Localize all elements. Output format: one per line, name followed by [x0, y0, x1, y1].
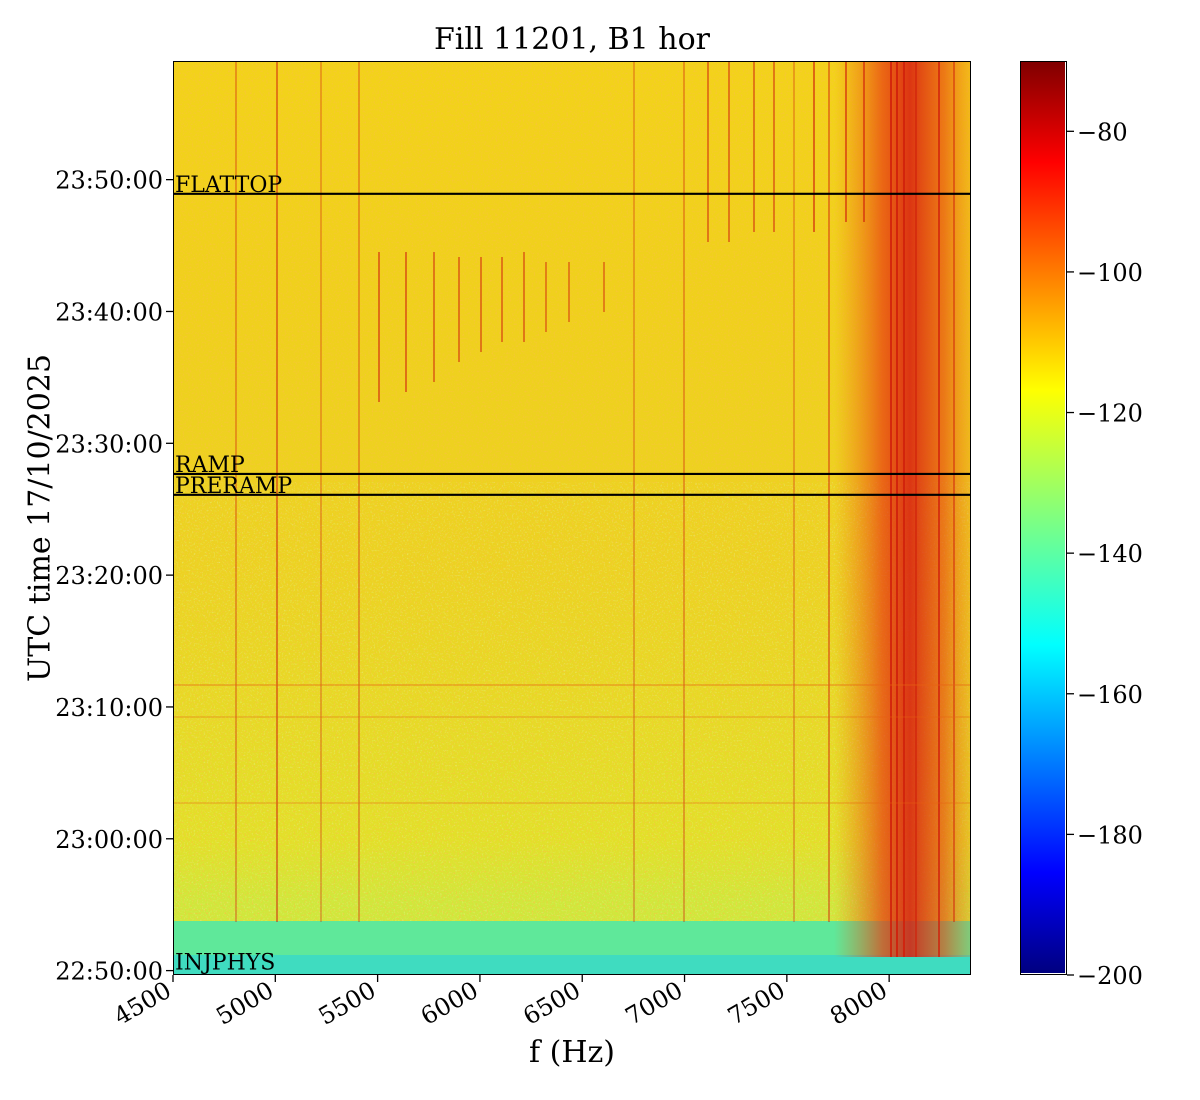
spectrogram-image [174, 62, 970, 974]
spectral-lines [174, 62, 970, 957]
event-label: RAMP [175, 453, 245, 478]
colorbar-tick-label: −200 [1077, 962, 1143, 990]
y-tick-label: 23:00:00 [55, 826, 163, 854]
x-tick-label: 7500 [723, 976, 790, 1031]
y-axis-label: UTC time 17/10/2025 [22, 353, 58, 683]
y-tick-label: 23:40:00 [55, 298, 163, 326]
hot-region [834, 62, 970, 957]
x-axis-label: f (Hz) [528, 1035, 616, 1070]
pre-injection-band-dark [174, 955, 970, 974]
colorbar-tick-label: −160 [1077, 681, 1143, 709]
colorbar-tick-label: −100 [1077, 259, 1143, 287]
y-tick-label: 23:30:00 [55, 430, 163, 458]
colorbar-gradient [1021, 62, 1065, 973]
colorbar-tick-label: −140 [1077, 540, 1143, 568]
y-tick-label: 23:10:00 [55, 694, 163, 722]
x-tick-label: 5000 [211, 976, 278, 1031]
x-tick-label: 8000 [825, 976, 892, 1031]
colorbar-tick-label: −180 [1077, 821, 1143, 849]
spectrogram-plot: FLATTOP RAMP PRERAMP INJPHYS [173, 61, 971, 975]
colorbar-tick-label: −120 [1077, 400, 1143, 428]
event-label: INJPHYS [175, 951, 275, 975]
x-tick-label: 6500 [518, 976, 585, 1031]
x-tick-label: 5500 [314, 976, 381, 1031]
chart-title: Fill 11201, B1 hor [433, 22, 711, 57]
x-tick-label: 7000 [621, 976, 688, 1031]
colorbar [1020, 61, 1067, 975]
colorbar-tick-label: −80 [1077, 118, 1128, 146]
event-label: PRERAMP [175, 474, 292, 499]
x-tick-label: 6000 [416, 976, 483, 1031]
event-label: FLATTOP [175, 173, 282, 198]
y-tick-label: 22:50:00 [55, 958, 163, 986]
y-tick-label: 23:50:00 [55, 167, 163, 195]
y-tick-label: 23:20:00 [55, 562, 163, 590]
